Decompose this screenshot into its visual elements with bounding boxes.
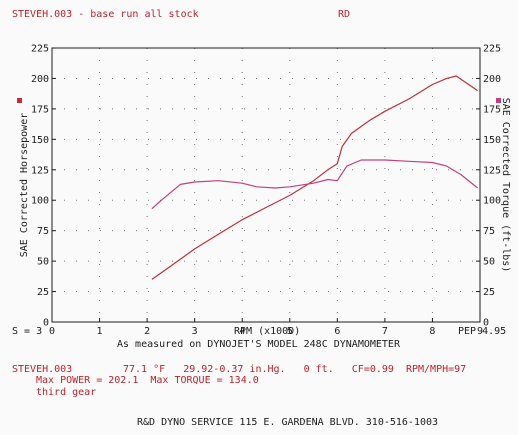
y-tick-label-right: 25 [483,287,495,298]
x-tick-label: 0 [49,326,55,337]
torque-legend-marker [496,98,501,103]
horsepower-curve [151,75,478,280]
y-tick-label-left: 25 [37,287,49,298]
footer-gear: third gear [36,387,97,398]
axes [51,47,481,323]
x-tick-label: 7 [382,326,388,337]
y-tick-label-left: 125 [31,165,49,176]
x-tick-label: 5 [287,326,293,337]
horsepower-legend-marker [17,98,22,103]
y-tick-label-right: 100 [483,196,501,207]
y-tick-label-left: 75 [37,226,49,237]
y-tick-label-left: 225 [31,44,49,55]
footer-conditions: 77.1 °F 29.92-0.37 in.Hg. 0 ft. CF=0.99 … [123,364,467,375]
x-tick-label: 3 [192,326,198,337]
series [151,75,478,280]
x-tick-label: 2 [144,326,150,337]
x-tick-label: 1 [97,326,103,337]
y-tick-label-right: 0 [483,318,489,329]
y-tick-label-right: 75 [483,226,495,237]
torque-curve [151,159,478,210]
x-tick-label: 4 [239,326,245,337]
smoothing-label: S = 3 [12,326,43,337]
run-title: STEVEH.003 - base run all stock [12,9,199,20]
y-tick-label-left: 50 [37,257,49,268]
y-tick-label-right: 225 [483,44,501,55]
plot-frame [51,47,481,323]
pep-label: PEP 4.95 [458,326,507,337]
y-axis-label-right: SAE Corrected Torque (ft-lbs) [500,98,511,273]
x-axis-label: RPM (x1000) [234,326,301,337]
footer-run-file: STEVEH.003 [12,364,73,375]
y-tick-label-right: 200 [483,74,501,85]
y-tick-label-left: 100 [31,196,49,207]
shop-code: RD [338,9,351,20]
grid [52,48,480,322]
y-tick-label-left: 175 [31,104,49,115]
footer-max-values: Max POWER = 202.1 Max TORQUE = 134.0 [36,375,259,386]
dyno-caption: As measured on DYNOJET'S MODEL 248C DYNA… [117,339,400,350]
y-tick-label-right: 150 [483,135,501,146]
y-tick-label-left: 150 [31,135,49,146]
y-axis-label-left: SAE Corrected Horsepower [19,113,30,258]
y-tick-label-right: 125 [483,165,501,176]
x-tick-label: 8 [429,326,435,337]
y-tick-label-right: 50 [483,257,495,268]
y-tick-label-right: 175 [483,104,501,115]
y-tick-label-left: 0 [43,318,49,329]
y-tick-label-left: 200 [31,74,49,85]
x-tick-label: 6 [334,326,340,337]
footer-shop-info: R&D DYNO SERVICE 115 E. GARDENA BLVD. 31… [137,417,439,428]
x-tick-label: 9 [477,326,483,337]
